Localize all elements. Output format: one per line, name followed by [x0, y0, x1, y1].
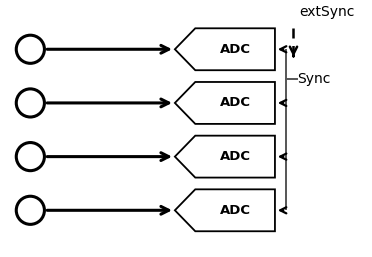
Polygon shape — [175, 136, 275, 178]
Text: extSync: extSync — [299, 5, 355, 19]
Text: Sync: Sync — [297, 72, 331, 86]
Text: ADC: ADC — [219, 96, 251, 109]
Text: ADC: ADC — [219, 43, 251, 56]
Polygon shape — [175, 28, 275, 70]
Text: ADC: ADC — [219, 204, 251, 217]
Polygon shape — [175, 189, 275, 231]
Polygon shape — [175, 82, 275, 124]
Text: ADC: ADC — [219, 150, 251, 163]
